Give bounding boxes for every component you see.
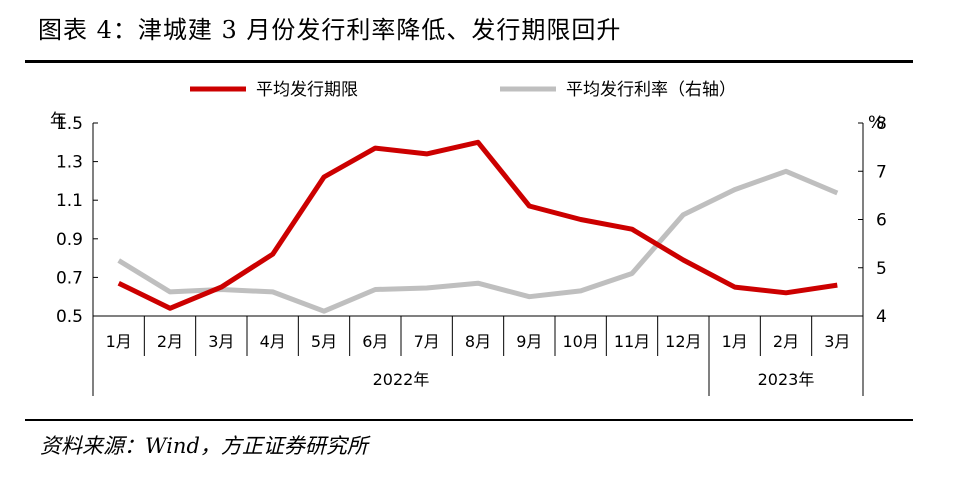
left-tick-label: 0.7 — [56, 268, 83, 288]
x-tick-label: 2月 — [157, 332, 183, 351]
x-tick-label: 12月 — [665, 332, 701, 351]
year-label: 2023年 — [758, 370, 815, 389]
x-tick-label: 6月 — [362, 332, 388, 351]
x-tick-label: 8月 — [465, 332, 491, 351]
right-tick-label: 6 — [876, 211, 887, 231]
title-rule — [25, 60, 913, 63]
x-tick-label: 3月 — [208, 332, 234, 351]
x-tick-label: 1月 — [722, 332, 748, 351]
x-tick-label: 2月 — [773, 332, 799, 351]
left-tick-label: 0.9 — [56, 230, 83, 250]
right-tick-label: 8 — [876, 114, 887, 134]
series-lines — [117, 139, 839, 314]
x-tick-label: 9月 — [516, 332, 542, 351]
right-tick-label: 7 — [876, 162, 887, 182]
year-label: 2022年 — [373, 370, 430, 389]
legend-label: 平均发行期限 — [256, 80, 358, 100]
x-tick-label: 7月 — [414, 332, 440, 351]
left-tick-label: 1.3 — [56, 153, 83, 173]
x-tick-label: 3月 — [824, 332, 850, 351]
axes: 0.5 0.7 0.9 1.1 1.3 1.5年 4 5 6 7 8% 1月 2月 3月 4月 5月 6月 7月 8… — [50, 111, 887, 396]
x-tick-label: 10月 — [562, 332, 598, 351]
left-tick-label: 0.5 — [56, 307, 83, 327]
right-axis-unit: % — [868, 113, 884, 133]
left-tick-label: 1.1 — [56, 191, 83, 211]
chart-title: 图表 4：津城建 3 月份发行利率降低、发行期限回升 — [38, 16, 622, 44]
x-tick-label: 1月 — [106, 332, 132, 351]
x-tick-label: 5月 — [311, 332, 337, 351]
source-note: 资料来源：Wind，方正证券研究所 — [40, 434, 368, 458]
legend: 平均发行期限 平均发行利率（右轴） — [190, 80, 736, 100]
source-rule — [25, 419, 913, 421]
right-tick-label: 4 — [876, 307, 887, 327]
series-line — [117, 139, 838, 311]
left-axis-unit: 年 — [50, 111, 67, 131]
right-tick-label: 5 — [876, 259, 887, 279]
series-line — [117, 168, 839, 314]
x-tick-label: 4月 — [260, 332, 286, 351]
legend-label: 平均发行利率（右轴） — [566, 80, 736, 100]
left-tick-label: 1.5 — [56, 114, 83, 134]
x-tick-label: 11月 — [614, 332, 650, 351]
